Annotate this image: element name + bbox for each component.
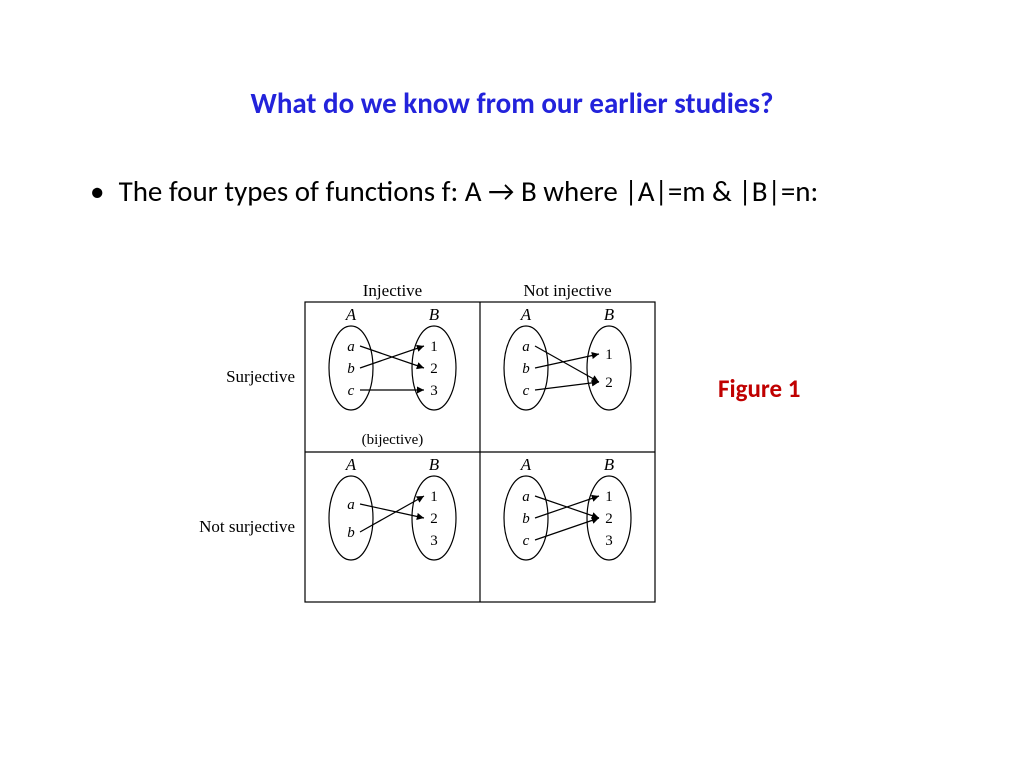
svg-text:b: b [347, 361, 355, 377]
svg-text:a: a [522, 339, 530, 355]
svg-text:a: a [347, 339, 355, 355]
svg-text:1: 1 [430, 339, 438, 355]
bullet-dot: • [90, 173, 112, 209]
svg-text:Not injective: Not injective [523, 281, 611, 300]
svg-text:A: A [345, 305, 357, 324]
svg-text:B: B [604, 305, 615, 324]
svg-text:b: b [522, 361, 530, 377]
svg-text:c: c [523, 383, 530, 399]
slide-title: What do we know from our earlier studies… [0, 85, 1024, 121]
svg-text:A: A [520, 305, 532, 324]
function-types-diagram: Injective Not injective Surjective Not surj… [185, 280, 685, 615]
svg-text:3: 3 [430, 383, 438, 399]
svg-text:b: b [522, 511, 530, 527]
svg-text:2: 2 [430, 361, 438, 377]
svg-text:A: A [520, 455, 532, 474]
svg-text:1: 1 [605, 347, 613, 363]
svg-text:(bijective): (bijective) [362, 432, 424, 448]
svg-text:3: 3 [430, 533, 438, 549]
svg-text:Surjective: Surjective [226, 367, 295, 386]
svg-text:1: 1 [430, 489, 438, 505]
figure-label: Figure 1 [718, 373, 800, 404]
svg-text:b: b [347, 525, 355, 541]
svg-text:c: c [523, 533, 530, 549]
svg-text:A: A [345, 455, 357, 474]
svg-text:B: B [429, 455, 440, 474]
svg-text:B: B [429, 305, 440, 324]
bullet-text: The four types of functions f: A → B whe… [119, 173, 899, 209]
svg-text:2: 2 [430, 511, 438, 527]
svg-text:3: 3 [605, 533, 613, 549]
svg-text:Injective: Injective [363, 281, 422, 300]
svg-text:2: 2 [605, 375, 613, 391]
svg-text:a: a [522, 489, 530, 505]
svg-text:Not surjective: Not surjective [199, 517, 295, 536]
svg-text:c: c [348, 383, 355, 399]
svg-text:2: 2 [605, 511, 613, 527]
svg-text:B: B [604, 455, 615, 474]
svg-text:1: 1 [605, 489, 613, 505]
bullet-item: • The four types of functions f: A → B w… [90, 173, 910, 209]
svg-text:a: a [347, 497, 355, 513]
